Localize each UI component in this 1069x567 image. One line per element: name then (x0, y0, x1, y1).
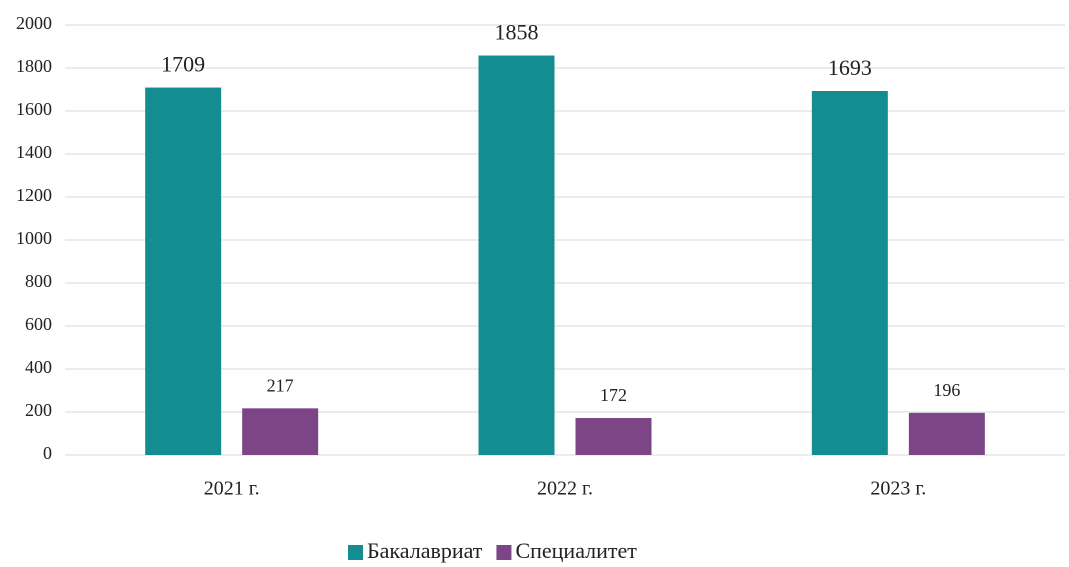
x-tick-label: 2021 г. (204, 478, 260, 500)
y-tick-label: 1000 (16, 228, 52, 248)
legend-label: Бакалавриат (367, 538, 483, 563)
bar (811, 91, 888, 455)
bar (242, 408, 319, 455)
y-tick-label: 1600 (16, 99, 52, 119)
legend-swatch (496, 545, 512, 560)
y-tick-label: 1400 (16, 142, 52, 162)
data-label: 217 (267, 375, 294, 395)
legend-swatch (348, 545, 363, 560)
bar (145, 87, 222, 455)
data-label: 172 (600, 385, 627, 405)
x-tick-label: 2023 г. (870, 478, 926, 500)
y-tick-label: 2000 (16, 13, 52, 33)
y-tick-label: 1800 (16, 56, 52, 76)
y-tick-label: 600 (25, 314, 52, 334)
y-tick-label: 400 (25, 357, 52, 377)
bar (478, 55, 555, 455)
data-label: 196 (933, 380, 960, 400)
y-tick-label: 200 (25, 400, 52, 420)
bar (908, 412, 985, 455)
y-tick-label: 800 (25, 271, 52, 291)
y-tick-label: 1200 (16, 185, 52, 205)
legend-label: Специалитет (515, 538, 637, 563)
data-label: 1693 (828, 55, 872, 80)
y-tick-label: 0 (43, 443, 52, 463)
data-label: 1858 (495, 20, 539, 45)
bar (575, 418, 652, 455)
x-tick-label: 2022 г. (537, 478, 593, 500)
data-label: 1709 (161, 52, 205, 77)
